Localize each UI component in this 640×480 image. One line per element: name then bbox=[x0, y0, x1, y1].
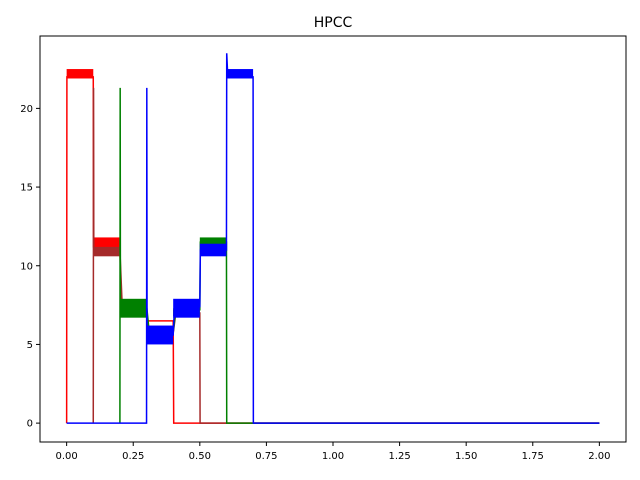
y-tick-label: 10 bbox=[20, 261, 33, 272]
chart-title: HPCC bbox=[314, 15, 353, 31]
y-tick-label: 20 bbox=[20, 104, 33, 115]
series-line bbox=[66, 53, 600, 424]
x-tick-label: 0.50 bbox=[189, 451, 211, 462]
axes: 0.00 0.25 0.50 0.75 1.00 1.25 1.50 1.75 2.00 0 5 10… bbox=[20, 35, 627, 462]
x-tick-label: 0.00 bbox=[56, 451, 78, 462]
x-tick-label: 1.25 bbox=[388, 451, 410, 462]
series-band bbox=[93, 246, 120, 257]
x-tick-label: 1.50 bbox=[455, 451, 477, 462]
series-band bbox=[173, 298, 200, 318]
x-tick-label: 2.00 bbox=[588, 451, 610, 462]
series-band bbox=[226, 69, 254, 79]
plot-area bbox=[65, 53, 600, 424]
x-tick-label: 1.00 bbox=[322, 451, 344, 462]
x-tick-label: 0.25 bbox=[122, 451, 144, 462]
series-band bbox=[66, 69, 94, 79]
y-tick-label: 15 bbox=[20, 183, 33, 194]
series-band bbox=[119, 298, 147, 318]
y-tick-label: 0 bbox=[27, 419, 33, 430]
x-tick-label: 0.75 bbox=[255, 451, 277, 462]
y-tick-label: 5 bbox=[27, 340, 33, 351]
x-tick-label: 1.75 bbox=[522, 451, 544, 462]
series-band bbox=[93, 237, 120, 247]
